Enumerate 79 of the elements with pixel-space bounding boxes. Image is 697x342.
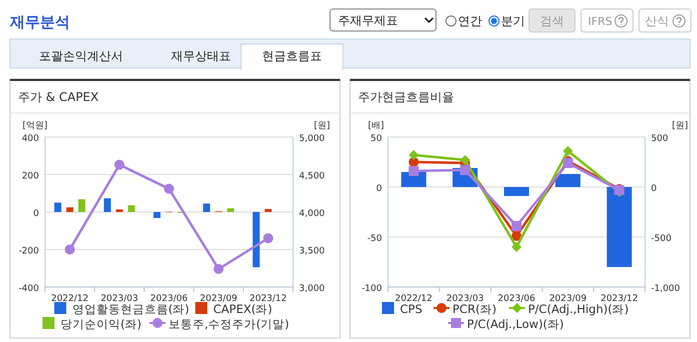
y-tick-label: -100 xyxy=(362,284,382,294)
legend-label: 당기순이익(좌) xyxy=(60,317,142,331)
y-axis-title: [배] xyxy=(368,121,384,131)
y-axis-title: [억원] xyxy=(22,121,48,131)
legend-label: 영업활동현금흐름(좌) xyxy=(72,302,190,316)
bar xyxy=(66,207,74,212)
y-tick-label: 400 xyxy=(22,134,40,144)
y2-axis-title: [원] xyxy=(314,121,330,131)
bar xyxy=(227,208,234,212)
bar xyxy=(54,202,62,212)
y2-tick-label: 5,000 xyxy=(299,134,326,144)
x-tick-label: 2022/12 xyxy=(51,294,88,304)
point xyxy=(263,233,274,244)
bar xyxy=(264,209,272,212)
bar xyxy=(606,187,632,267)
x-tick-label: 2023/12 xyxy=(600,294,638,304)
text: 검색 xyxy=(540,14,564,28)
point xyxy=(460,165,470,175)
y-tick-label: 200 xyxy=(22,172,40,182)
y2-axis-title: [원] xyxy=(672,121,688,131)
legend-label: 보통주,수정주가(기말) xyxy=(168,317,290,331)
bar xyxy=(252,212,260,268)
y-tick-label: -200 xyxy=(18,246,40,256)
point xyxy=(512,242,522,252)
point xyxy=(64,244,75,254)
y-tick-label: 50 xyxy=(370,134,382,144)
y2-tick-label: -500 xyxy=(651,234,672,244)
x-tick-label: 2023/03 xyxy=(446,294,484,304)
x-tick-label: 2023/12 xyxy=(250,294,287,304)
legend-label: P/C(Adj.,Low)(좌) xyxy=(467,317,564,331)
text: 재무상태표 xyxy=(171,49,231,63)
text: 주재무제표 xyxy=(338,14,398,28)
bar xyxy=(78,199,86,212)
bar xyxy=(555,174,580,187)
chart-title: 주가현금흐름비율 xyxy=(358,90,454,104)
legend-label: CPS xyxy=(400,302,422,316)
y2-tick-label: -1,000 xyxy=(651,284,680,294)
point xyxy=(512,231,522,241)
point xyxy=(214,264,224,274)
bar xyxy=(504,187,529,196)
point xyxy=(460,155,470,165)
legend-label: CAPEX(좌) xyxy=(213,302,272,316)
point xyxy=(114,160,124,170)
x-tick-label: 2023/06 xyxy=(150,294,188,304)
y-tick-label: 0 xyxy=(33,209,40,219)
point xyxy=(164,184,174,194)
y2-tick-label: 4,500 xyxy=(299,172,326,182)
bar xyxy=(203,204,210,212)
text: 연간 xyxy=(458,14,482,28)
chart-title: 주가 & CAPEX xyxy=(18,90,99,104)
y2-tick-label: 3,500 xyxy=(299,246,326,256)
y2-tick-label: 3,000 xyxy=(299,284,326,294)
y2-tick-label: 0 xyxy=(651,184,657,194)
text: IFRS xyxy=(588,15,612,28)
bar xyxy=(116,209,123,212)
text: 산식 xyxy=(645,14,669,28)
bar xyxy=(104,198,111,212)
bar xyxy=(154,212,160,218)
y-tick-label: -50 xyxy=(367,234,382,244)
text: 포괄손익계산서 xyxy=(39,49,123,63)
y2-tick-label: 4,000 xyxy=(299,209,326,219)
legend-label: P/C(Adj.,High)(좌) xyxy=(528,302,629,316)
x-tick-label: 2023/03 xyxy=(100,294,138,304)
x-tick-label: 2023/06 xyxy=(498,294,536,304)
legend-label: PCR(좌) xyxy=(452,302,496,316)
y-tick-label: 0 xyxy=(376,184,382,194)
text: 현금흐름표 xyxy=(262,49,322,63)
x-tick-label: 2022/12 xyxy=(395,294,432,304)
x-tick-label: 2023/09 xyxy=(200,294,238,304)
text: 분기 xyxy=(501,14,525,28)
y-tick-label: -400 xyxy=(18,284,40,294)
x-tick-label: 2023/09 xyxy=(549,294,587,304)
point xyxy=(512,221,522,231)
y2-tick-label: 500 xyxy=(651,134,668,144)
point xyxy=(408,166,419,176)
point xyxy=(408,150,419,160)
point xyxy=(562,146,573,156)
text: 재무분석 xyxy=(9,13,70,31)
bar xyxy=(128,205,135,212)
